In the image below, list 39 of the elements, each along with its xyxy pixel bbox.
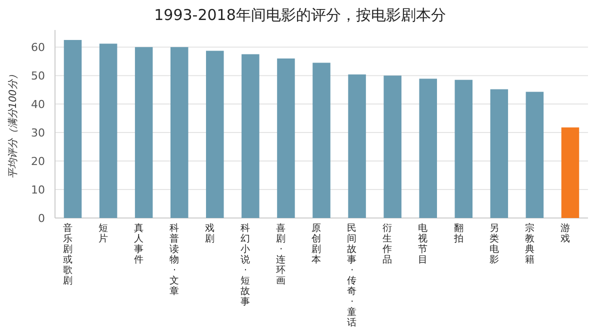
x-tick-label: 科幻小说·短故事 [240,222,251,308]
y-tick-label: 30 [31,126,45,140]
x-tick-label: 游戏 [560,222,570,244]
x-tick-label: 短片 [98,223,108,244]
x-tick-label: 喜剧·连环画 [276,222,286,286]
bar [526,92,544,218]
category-label: 民间故事·传奇·童话 [347,223,358,328]
bar [134,47,153,218]
x-tick-label: 真人事件 [134,222,144,266]
bar [312,62,330,218]
x-tick-label: 原创剧本 [312,223,322,266]
bar [454,80,473,218]
chart-title: 1993-2018年间电影的评分，按电影剧本分 [154,6,446,24]
bar [348,74,366,218]
bar [561,127,580,218]
y-tick-label: 60 [31,41,45,54]
x-tick-label: 宗教典籍 [524,222,535,266]
y-tick-label: 50 [31,70,45,83]
bar [277,58,295,218]
x-tick-label: 翻拍 [452,222,464,244]
x-tick-label: 科普读物·文章 [169,222,180,297]
y-tick-label: 10 [31,184,45,197]
y-tick-label: 0 [38,212,45,225]
bar [419,78,437,218]
x-tick-label: 音乐剧或歌剧 [62,222,73,286]
x-tick-label: 戏剧 [205,222,216,244]
bar [384,76,402,218]
bar [99,44,118,218]
bar [64,40,82,218]
bar [490,89,508,218]
bar [242,54,260,218]
x-tick-label: 电视节目 [418,222,428,266]
y-axis-title: 平均评分（满分100分） [7,69,19,179]
bar [170,47,188,218]
y-tick-label: 20 [31,155,45,168]
x-tick-label: 衍生作品 [382,223,393,266]
x-tick-label: 另类电影 [489,223,500,266]
bar [206,50,224,218]
y-tick-label: 40 [31,98,45,112]
